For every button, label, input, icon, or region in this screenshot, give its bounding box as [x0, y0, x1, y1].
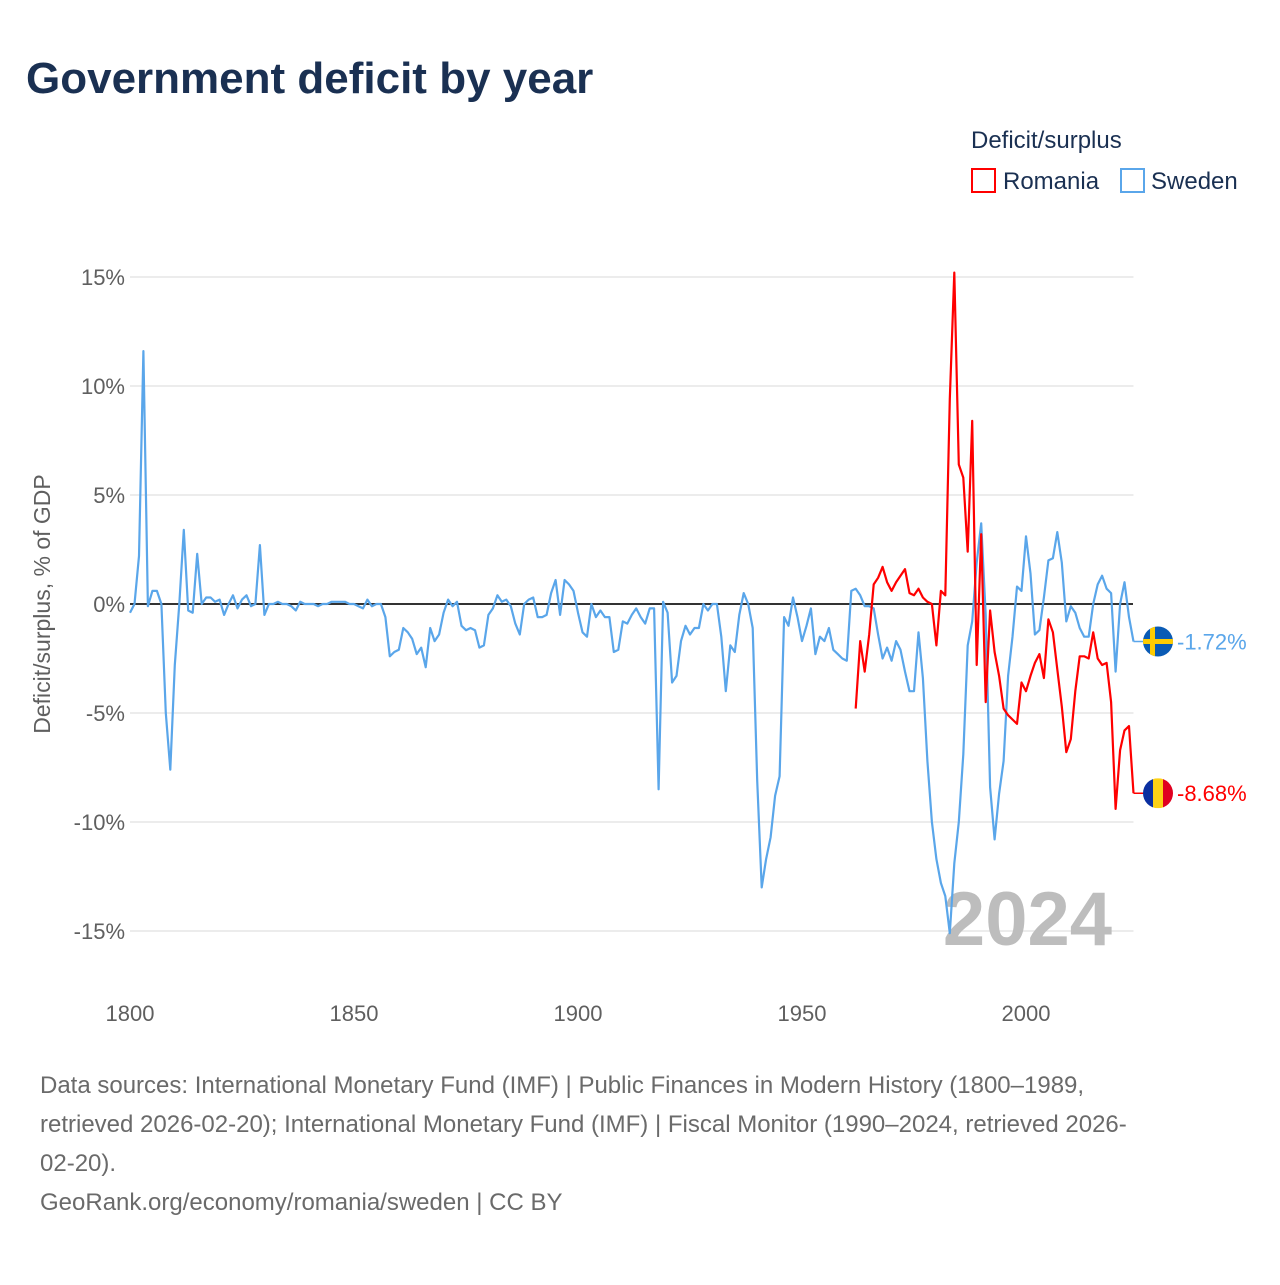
series-line-sweden	[129, 350, 1135, 935]
series-line-romania	[854, 271, 1135, 810]
footer-sources-line1: Data sources: International Monetary Fun…	[40, 1072, 1084, 1099]
legend-label-sweden: Sweden	[1151, 168, 1238, 195]
chart-title: Government deficit by year	[26, 54, 593, 103]
y-tick-label: 10%	[81, 374, 125, 399]
y-tick-label: -10%	[74, 810, 125, 835]
y-ticks: 15% 10% 5% 0% -5% -10% -15%	[74, 265, 125, 944]
legend-item-sweden[interactable]: Sweden	[1120, 168, 1238, 195]
x-tick-label: 2000	[1002, 1001, 1051, 1026]
legend-label-romania: Romania	[1003, 168, 1100, 195]
series-lines	[129, 271, 1135, 935]
sweden-flag-icon	[1143, 626, 1173, 657]
legend-swatch-romania	[971, 168, 996, 193]
x-tick-label: 1950	[778, 1001, 827, 1026]
y-tick-label: -15%	[74, 919, 125, 944]
x-tick-label: 1850	[330, 1001, 379, 1026]
year-watermark: 2024	[943, 877, 1112, 962]
gridlines	[130, 276, 1134, 932]
romania-flag-icon	[1143, 778, 1173, 809]
x-tick-label: 1800	[106, 1001, 155, 1026]
y-tick-label: -5%	[86, 701, 125, 726]
end-value-label-romania: -8.68%	[1177, 781, 1247, 806]
end-labels: -1.72% -8.68%	[1133, 626, 1247, 809]
legend-swatch-sweden	[1120, 168, 1145, 193]
footer-sources-line2: retrieved 2026-02-20); International Mon…	[40, 1111, 1127, 1138]
footer-sources-line3: 02-20).	[40, 1150, 116, 1177]
y-tick-label: 15%	[81, 265, 125, 290]
footer-credit-link[interactable]: GeoRank.org/economy/romania/sweden | CC …	[40, 1189, 562, 1216]
y-axis-label: Deficit/surplus, % of GDP	[29, 474, 55, 733]
legend: Deficit/surplus Romania Sweden	[971, 127, 1238, 195]
end-value-label-sweden: -1.72%	[1177, 629, 1247, 654]
legend-item-romania[interactable]: Romania	[971, 168, 1100, 195]
x-tick-label: 1900	[554, 1001, 603, 1026]
y-tick-label: 5%	[93, 483, 125, 508]
x-ticks: 1800 1850 1900 1950 2000	[106, 1001, 1051, 1026]
y-tick-label: 0%	[93, 592, 125, 617]
legend-title: Deficit/surplus	[971, 127, 1122, 154]
